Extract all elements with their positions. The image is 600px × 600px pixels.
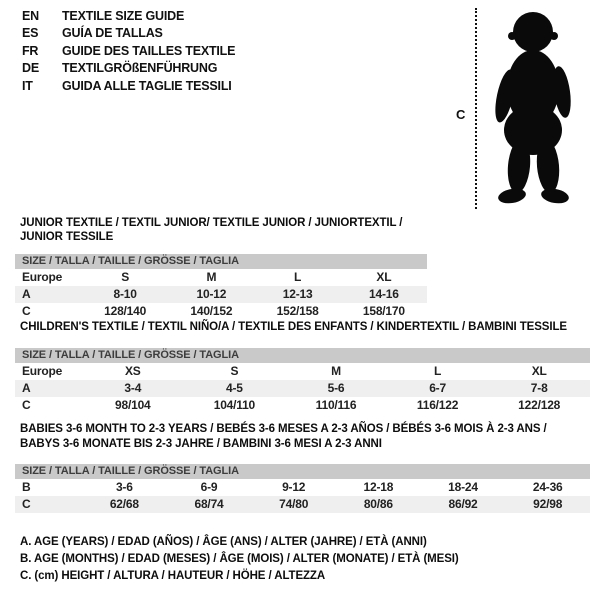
table-cell: L — [434, 364, 442, 378]
section-babies-textile: BABIES 3-6 MONTH TO 2-3 YEARS / BEBÉS 3-… — [15, 422, 590, 513]
row-label: Europe — [22, 364, 63, 378]
table-cell: 86/92 — [448, 497, 478, 511]
table-cell: 98/104 — [115, 398, 151, 412]
table-cell: 68/74 — [194, 497, 224, 511]
table-cell: 7-8 — [530, 381, 548, 395]
height-measure-label: C — [456, 107, 466, 122]
footnote-b: B. AGE (MONTHS) / EDAD (MESES) / ÂGE (MO… — [20, 553, 459, 565]
table-cell: 3-4 — [124, 381, 142, 395]
table-cell: 6-9 — [200, 480, 218, 494]
language-row-es: ES GUÍA DE TALLAS — [22, 25, 235, 42]
language-code: IT — [22, 78, 33, 93]
row-label: B — [22, 480, 31, 494]
section-title-line2: BABYS 3-6 MONATE BIS 2-3 JAHRE / BAMBINI… — [20, 438, 382, 450]
language-list: EN TEXTILE SIZE GUIDE ES GUÍA DE TALLAS … — [22, 8, 235, 95]
table-cell: M — [331, 364, 341, 378]
table-row: C 98/104 104/110 110/116 116/122 122/128 — [15, 397, 590, 414]
table-cell: XL — [531, 364, 547, 378]
table-cell: 24-36 — [532, 480, 563, 494]
language-code: FR — [22, 43, 39, 58]
footnote-a: A. AGE (YEARS) / EDAD (AÑOS) / ÂGE (ANS)… — [20, 536, 427, 548]
row-label: A — [22, 287, 31, 301]
language-code: DE — [22, 61, 39, 76]
footnotes: A. AGE (YEARS) / EDAD (AÑOS) / ÂGE (ANS)… — [20, 534, 459, 585]
table-cell: 80/86 — [363, 497, 393, 511]
table-cell: 12-13 — [282, 287, 313, 301]
language-code: ES — [22, 26, 39, 41]
baby-silhouette-icon — [495, 12, 571, 204]
table-cell: M — [206, 270, 217, 284]
height-dotted-line — [475, 8, 477, 209]
section-title-line1: BABIES 3-6 MONTH TO 2-3 YEARS / BEBÉS 3-… — [20, 423, 547, 435]
row-label: C — [22, 497, 31, 511]
table-cell: S — [230, 364, 239, 378]
table-cell: 4-5 — [226, 381, 243, 395]
row-label: C — [22, 398, 31, 412]
table-cell: 158/170 — [362, 304, 405, 318]
table-row: A 8-10 10-12 12-13 14-16 — [15, 286, 427, 303]
table-cell: 122/128 — [518, 398, 561, 412]
table-cell: 92/98 — [533, 497, 563, 511]
language-title: TEXTILGRÖßENFÜHRUNG — [62, 61, 218, 76]
table-cell: 10-12 — [196, 287, 227, 301]
table-cell: 9-12 — [282, 480, 306, 494]
table-cell: XS — [124, 364, 141, 378]
table-row: A 3-4 4-5 5-6 6-7 7-8 — [15, 380, 590, 397]
language-row-it: IT GUIDA ALLE TAGLIE TESSILI — [22, 78, 235, 95]
table-row: Europe S M L XL — [15, 269, 427, 286]
table-row: C 128/140 140/152 152/158 158/170 — [15, 303, 427, 320]
table-cell: 12-18 — [363, 480, 394, 494]
table-cell: XL — [376, 270, 392, 284]
section-childrens-textile: CHILDREN'S TEXTILE / TEXTIL NIÑO/A / TEX… — [15, 320, 590, 414]
language-title: GUIDE DES TAILLES TEXTILE — [62, 43, 236, 58]
table-cell: 3-6 — [115, 480, 133, 494]
table-row: B 3-6 6-9 9-12 12-18 18-24 24-36 — [15, 479, 590, 496]
language-code: EN — [22, 9, 39, 23]
row-label: C — [22, 304, 31, 318]
section-title: JUNIOR TEXTILE / TEXTIL JUNIOR/ TEXTILE … — [20, 217, 403, 243]
footnote-c: C. (cm) HEIGHT / ALTURA / HAUTEUR / HÖHE… — [20, 570, 326, 582]
table-row: Europe XS S M L XL — [15, 363, 590, 380]
row-label: A — [22, 381, 31, 395]
table-cell: L — [294, 270, 302, 284]
table-cell: 18-24 — [448, 480, 478, 494]
table-cell: 74/80 — [279, 497, 309, 511]
table-cell: 110/116 — [315, 398, 357, 412]
table-cell: 116/122 — [416, 398, 459, 412]
table-cell: 152/158 — [276, 304, 319, 318]
table-cell: 128/140 — [104, 304, 147, 318]
table-cell: 140/152 — [190, 304, 233, 318]
language-title: GUIDA ALLE TAGLIE TESSILI — [62, 78, 232, 93]
size-table-header: SIZE / TALLA / TAILLE / GRÖSSE / TAGLIA — [15, 464, 590, 479]
section-title: CHILDREN'S TEXTILE / TEXTIL NIÑO/A / TEX… — [20, 321, 567, 333]
language-title: GUÍA DE TALLAS — [62, 26, 163, 41]
section-junior-textile: JUNIOR TEXTILE / TEXTIL JUNIOR/ TEXTILE … — [15, 216, 427, 320]
table-cell: 62/68 — [109, 497, 139, 511]
table-row: C 62/68 68/74 74/80 80/86 86/92 92/98 — [15, 496, 590, 513]
table-cell: 14-16 — [369, 287, 399, 301]
language-title: TEXTILE SIZE GUIDE — [62, 9, 185, 23]
table-cell: 104/110 — [213, 398, 256, 412]
size-table-header: SIZE / TALLA / TAILLE / GRÖSSE / TAGLIA — [15, 254, 427, 269]
row-label: Europe — [22, 270, 63, 284]
section-title-group: BABIES 3-6 MONTH TO 2-3 YEARS / BEBÉS 3-… — [15, 422, 590, 452]
table-cell: S — [121, 270, 130, 284]
language-row-fr: FR GUIDE DES TAILLES TEXTILE — [22, 43, 235, 60]
table-cell: 5-6 — [327, 381, 345, 395]
table-cell: 8-10 — [113, 287, 137, 301]
size-table-header: SIZE / TALLA / TAILLE / GRÖSSE / TAGLIA — [15, 348, 590, 363]
height-measure-figure: C — [448, 6, 580, 212]
language-row-en: EN TEXTILE SIZE GUIDE — [22, 8, 235, 25]
table-cell: 6-7 — [429, 381, 446, 395]
language-row-de: DE TEXTILGRÖßENFÜHRUNG — [22, 60, 235, 77]
